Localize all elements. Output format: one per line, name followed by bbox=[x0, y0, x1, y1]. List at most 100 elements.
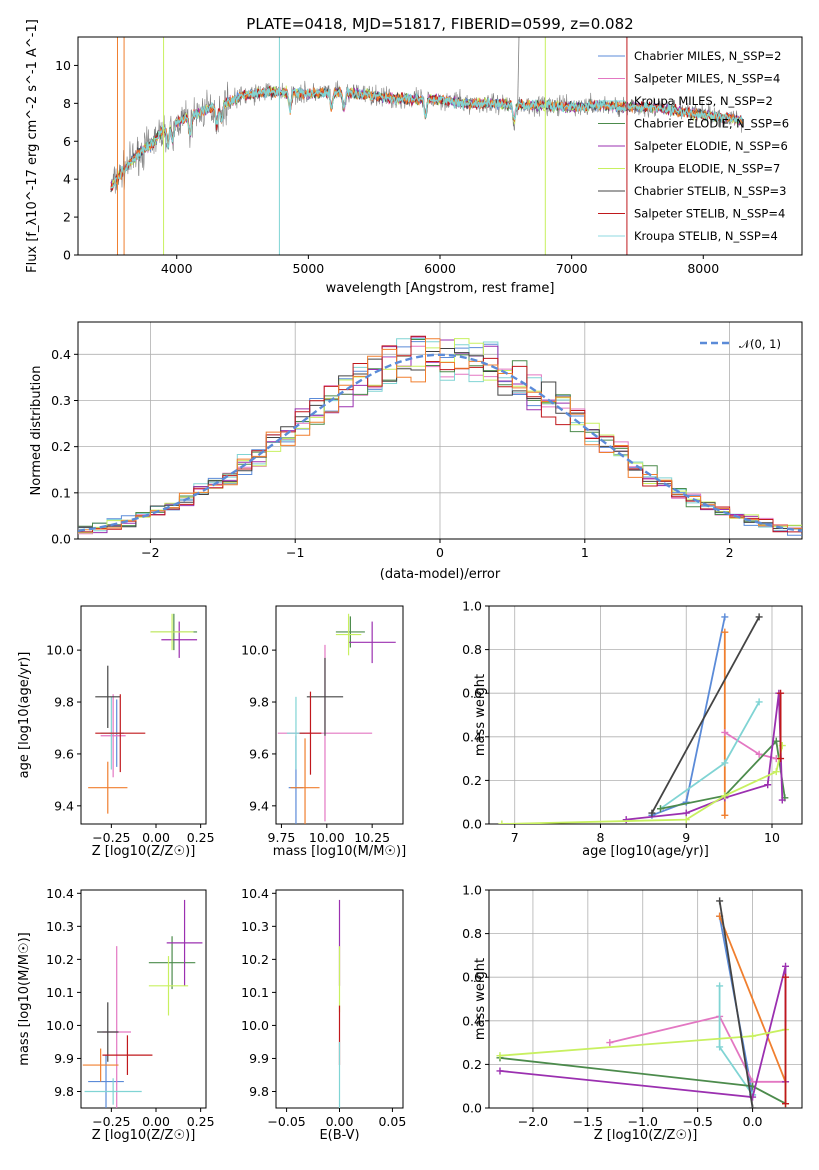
errorbar-point bbox=[100, 694, 126, 778]
errorbar-point bbox=[335, 613, 362, 656]
x-tick-label: 10 bbox=[764, 830, 780, 845]
y-tick-label: 0.4 bbox=[462, 729, 482, 744]
errorbar-point bbox=[95, 665, 121, 728]
x-tick-label: −0.5 bbox=[682, 1114, 712, 1129]
x-axis-label: Z [log10(Z/Z☉)] bbox=[594, 1128, 698, 1143]
errorbar-point bbox=[102, 1035, 153, 1075]
legend-label: Salpeter MILES, N_SSP=4 bbox=[634, 72, 780, 86]
weight-marker bbox=[606, 1039, 614, 1047]
errorbar-point bbox=[348, 621, 396, 664]
weight-marker bbox=[721, 811, 729, 819]
x-tick-label: 8 bbox=[597, 830, 605, 845]
y-tick-label: 0.4 bbox=[51, 347, 71, 362]
weight-marker bbox=[716, 1043, 724, 1051]
plot-frame bbox=[80, 889, 207, 1109]
y-tick-label: 9.8 bbox=[54, 1084, 74, 1099]
errorbar-point bbox=[161, 621, 198, 658]
plot-frame bbox=[275, 605, 404, 825]
plot-frame bbox=[488, 889, 803, 1109]
x-tick-label: 0.25 bbox=[187, 830, 215, 845]
y-axis-label: age [log10(age/yr)] bbox=[17, 652, 32, 779]
weight-marker bbox=[716, 897, 724, 905]
legend-label: Chabrier STELIB, N_SSP=3 bbox=[634, 184, 786, 198]
x-axis-label: age [log10(age/yr)] bbox=[582, 844, 709, 859]
weight-marker bbox=[721, 728, 729, 736]
y-tick-label: 0.3 bbox=[51, 393, 71, 408]
y-tick-label: 0 bbox=[63, 248, 71, 263]
x-tick-label: −1.5 bbox=[573, 1114, 603, 1129]
weight-series bbox=[657, 698, 763, 813]
y-tick-label: 9.4 bbox=[54, 798, 74, 813]
x-axis-label: wavelength [Angstrom, rest frame] bbox=[326, 281, 555, 296]
errorbars bbox=[82, 899, 203, 1108]
errorbar-point bbox=[150, 613, 194, 651]
weight-marker bbox=[782, 973, 790, 981]
weight-marker bbox=[682, 809, 690, 817]
y-tick-label: 2 bbox=[63, 210, 71, 225]
weight-marker bbox=[682, 816, 690, 824]
y-tick-label: 0.8 bbox=[462, 642, 482, 657]
x-tick-label: 8000 bbox=[687, 261, 719, 276]
y-tick-label: 10.2 bbox=[46, 952, 74, 967]
errorbar-point bbox=[148, 956, 189, 1016]
x-axis-label: Z [log10(Z/Z☉)] bbox=[92, 1128, 196, 1143]
weight-marker bbox=[498, 820, 506, 824]
x-tick-label: −2 bbox=[141, 545, 159, 560]
x-tick-label: 0.00 bbox=[142, 830, 170, 845]
weight-marker bbox=[782, 962, 790, 970]
histogram-series bbox=[78, 338, 802, 531]
x-tick-label: 0 bbox=[436, 545, 444, 560]
weight-marker bbox=[755, 750, 763, 758]
y-tick-label: 6 bbox=[63, 134, 71, 149]
weight-marker bbox=[496, 1052, 504, 1060]
x-tick-label: 7000 bbox=[556, 261, 588, 276]
weight-marker bbox=[721, 792, 729, 800]
y-tick-label: 0.1 bbox=[51, 485, 71, 500]
y-tick-label: 10.0 bbox=[46, 1018, 74, 1033]
errorbar-point bbox=[88, 761, 128, 814]
y-tick-label: 10.1 bbox=[46, 985, 74, 1000]
weight-marker bbox=[648, 809, 656, 817]
weight-line bbox=[651, 616, 760, 814]
y-tick-label: 0.2 bbox=[462, 773, 482, 788]
weight-marker bbox=[755, 613, 763, 621]
x-axis-label: (data-model)/error bbox=[380, 567, 501, 582]
histogram-steps bbox=[78, 335, 802, 536]
x-tick-label: −1.0 bbox=[628, 1114, 658, 1129]
x-tick-label: 10.00 bbox=[309, 830, 345, 845]
y-axis-label: mass weight bbox=[473, 958, 488, 1040]
x-tick-label: −1 bbox=[286, 545, 304, 560]
weight-marker bbox=[764, 781, 772, 789]
weight-marker bbox=[749, 1032, 757, 1040]
mass-vs-extinction-panel: −0.05 0.00 0.05 9.8 9.9 10.0 10.1 10.2 10.3 10.4 E… bbox=[241, 886, 406, 1143]
weight-marker bbox=[721, 628, 729, 636]
plot-frame bbox=[488, 605, 803, 825]
errorbars bbox=[277, 613, 396, 824]
y-tick-label: 9.6 bbox=[249, 746, 269, 761]
spike-line bbox=[517, 37, 520, 106]
weight-marker bbox=[721, 613, 729, 621]
errorbar-point bbox=[166, 899, 203, 986]
weight-marker bbox=[496, 1067, 504, 1075]
y-axis-label: mass [log10(M/M☉)] bbox=[17, 932, 32, 1065]
y-axis-label: Normed distribution bbox=[29, 366, 44, 496]
weight-marker bbox=[772, 768, 780, 776]
errorbar-point bbox=[299, 691, 322, 775]
y-tick-label: 9.4 bbox=[249, 798, 269, 813]
y-tick-label: 0.2 bbox=[462, 1057, 482, 1072]
weight-series bbox=[716, 897, 757, 1108]
x-tick-label: 4000 bbox=[161, 261, 193, 276]
errorbar-point bbox=[82, 1048, 119, 1082]
x-tick-label: −0.25 bbox=[92, 830, 130, 845]
y-tick-label: 10.4 bbox=[241, 886, 269, 901]
y-tick-label: 1.0 bbox=[462, 599, 482, 614]
y-axis-label: Flux [f_λ10^-17 erg cm^-2 s^-1 A^-1] bbox=[25, 19, 40, 273]
plot-frame bbox=[77, 36, 803, 256]
y-axis-label: mass weight bbox=[473, 674, 488, 756]
weight-marker bbox=[778, 796, 786, 804]
y-tick-label: 0.4 bbox=[462, 1013, 482, 1028]
legend-label: Chabrier MILES, N_SSP=2 bbox=[634, 49, 781, 63]
model-spectrum-line bbox=[110, 87, 744, 189]
y-tick-label: 0.0 bbox=[462, 817, 482, 832]
